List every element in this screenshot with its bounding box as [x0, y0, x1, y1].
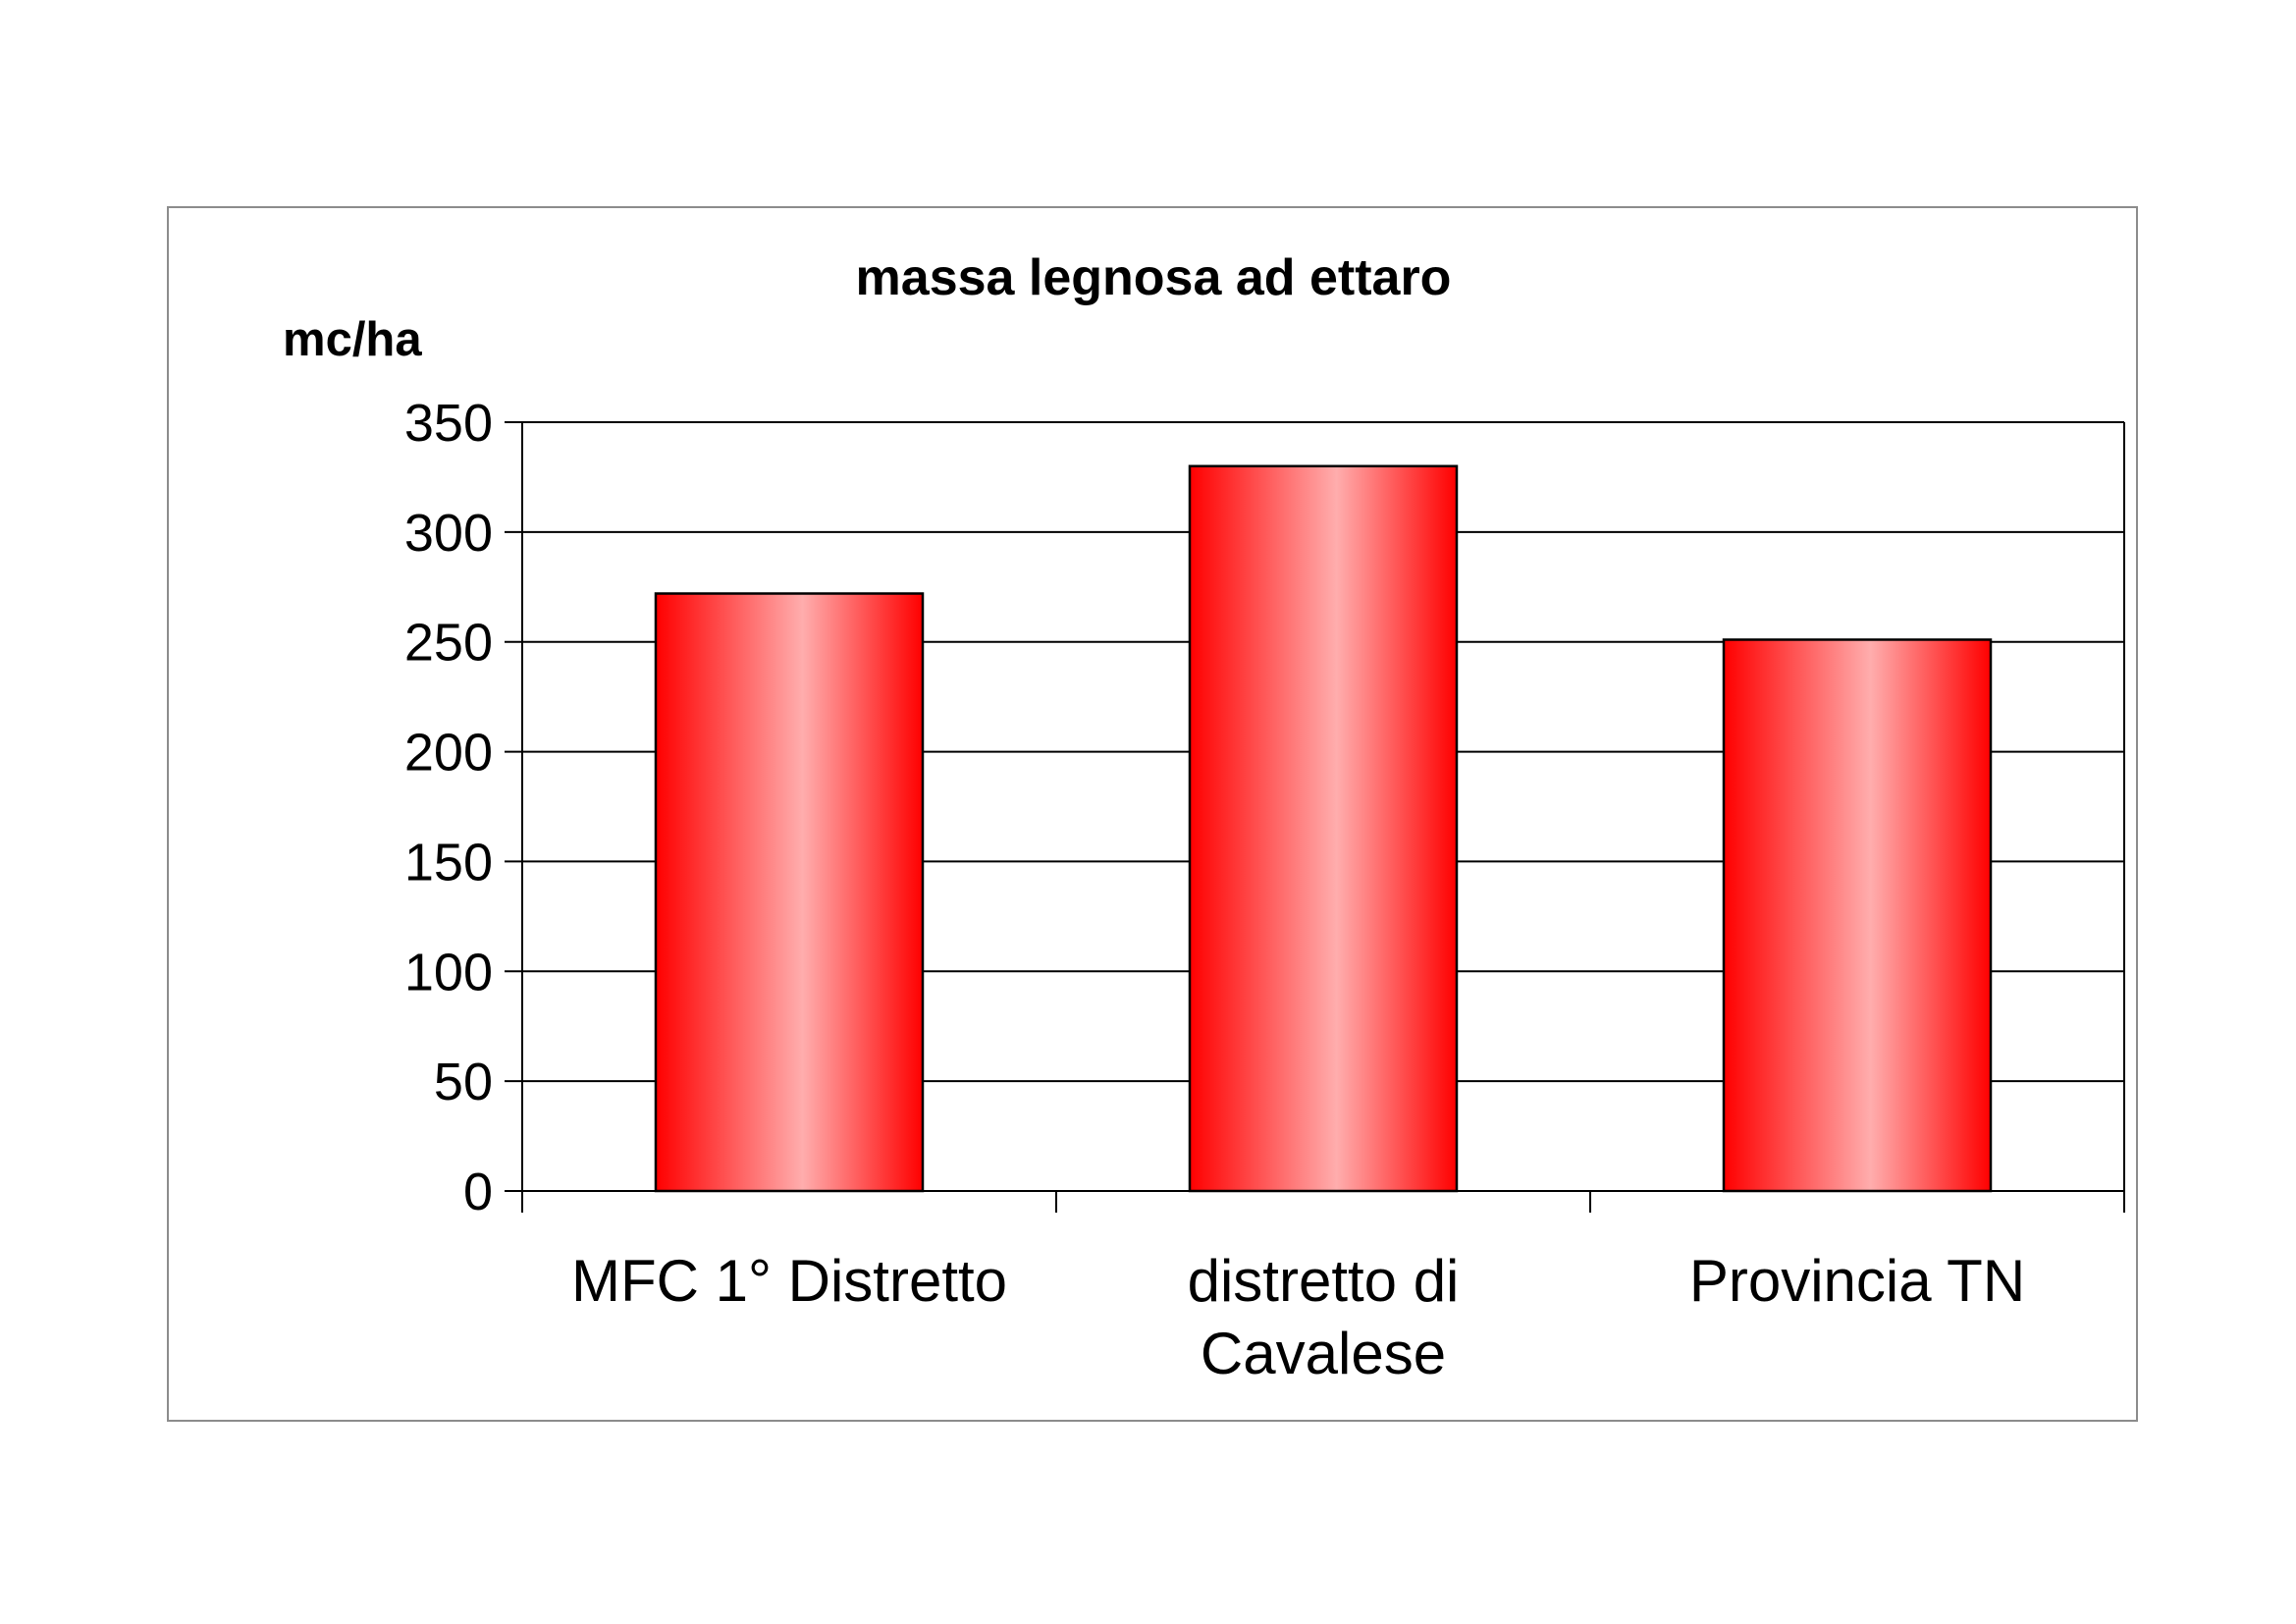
bar	[1188, 464, 1459, 1193]
y-tick-label: 200	[404, 724, 493, 783]
bar	[654, 592, 925, 1193]
axes	[521, 422, 2125, 1213]
y-tick-label: 0	[463, 1163, 493, 1221]
category-labels: MFC 1° Distretto distretto di Cavalese Prov…	[571, 1248, 2025, 1386]
y-tick-label: 150	[404, 833, 493, 892]
category-label-line: MFC 1° Distretto	[571, 1248, 1007, 1314]
y-tick-label: 300	[404, 504, 493, 563]
y-axis-unit-label: mc/ha	[283, 313, 422, 366]
y-tick-labels: 0 50 100 150 200 250 300 350	[404, 394, 493, 1221]
bars	[654, 464, 1993, 1193]
y-tick-label: 250	[404, 614, 493, 673]
y-tick-label: 50	[434, 1053, 493, 1111]
category-label-line: distretto di	[1188, 1248, 1460, 1314]
chart-title: massa legnosa ad ettaro	[856, 249, 1452, 306]
bar	[1722, 638, 1993, 1193]
y-tick-label: 100	[404, 943, 493, 1001]
category-label-line: Provincia TN	[1689, 1248, 2025, 1314]
category-label: Provincia TN	[1689, 1248, 2025, 1314]
category-label: distretto di Cavalese	[1188, 1248, 1460, 1386]
y-tick-label: 350	[404, 394, 493, 453]
chart-frame	[167, 206, 2138, 1422]
category-label: MFC 1° Distretto	[571, 1248, 1007, 1314]
category-label-line: Cavalese	[1201, 1321, 1446, 1386]
